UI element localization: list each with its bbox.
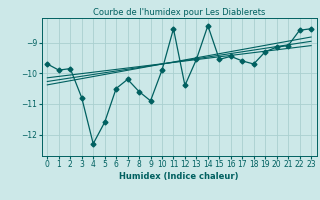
X-axis label: Humidex (Indice chaleur): Humidex (Indice chaleur) bbox=[119, 172, 239, 181]
Title: Courbe de l'humidex pour Les Diablerets: Courbe de l'humidex pour Les Diablerets bbox=[93, 8, 265, 17]
